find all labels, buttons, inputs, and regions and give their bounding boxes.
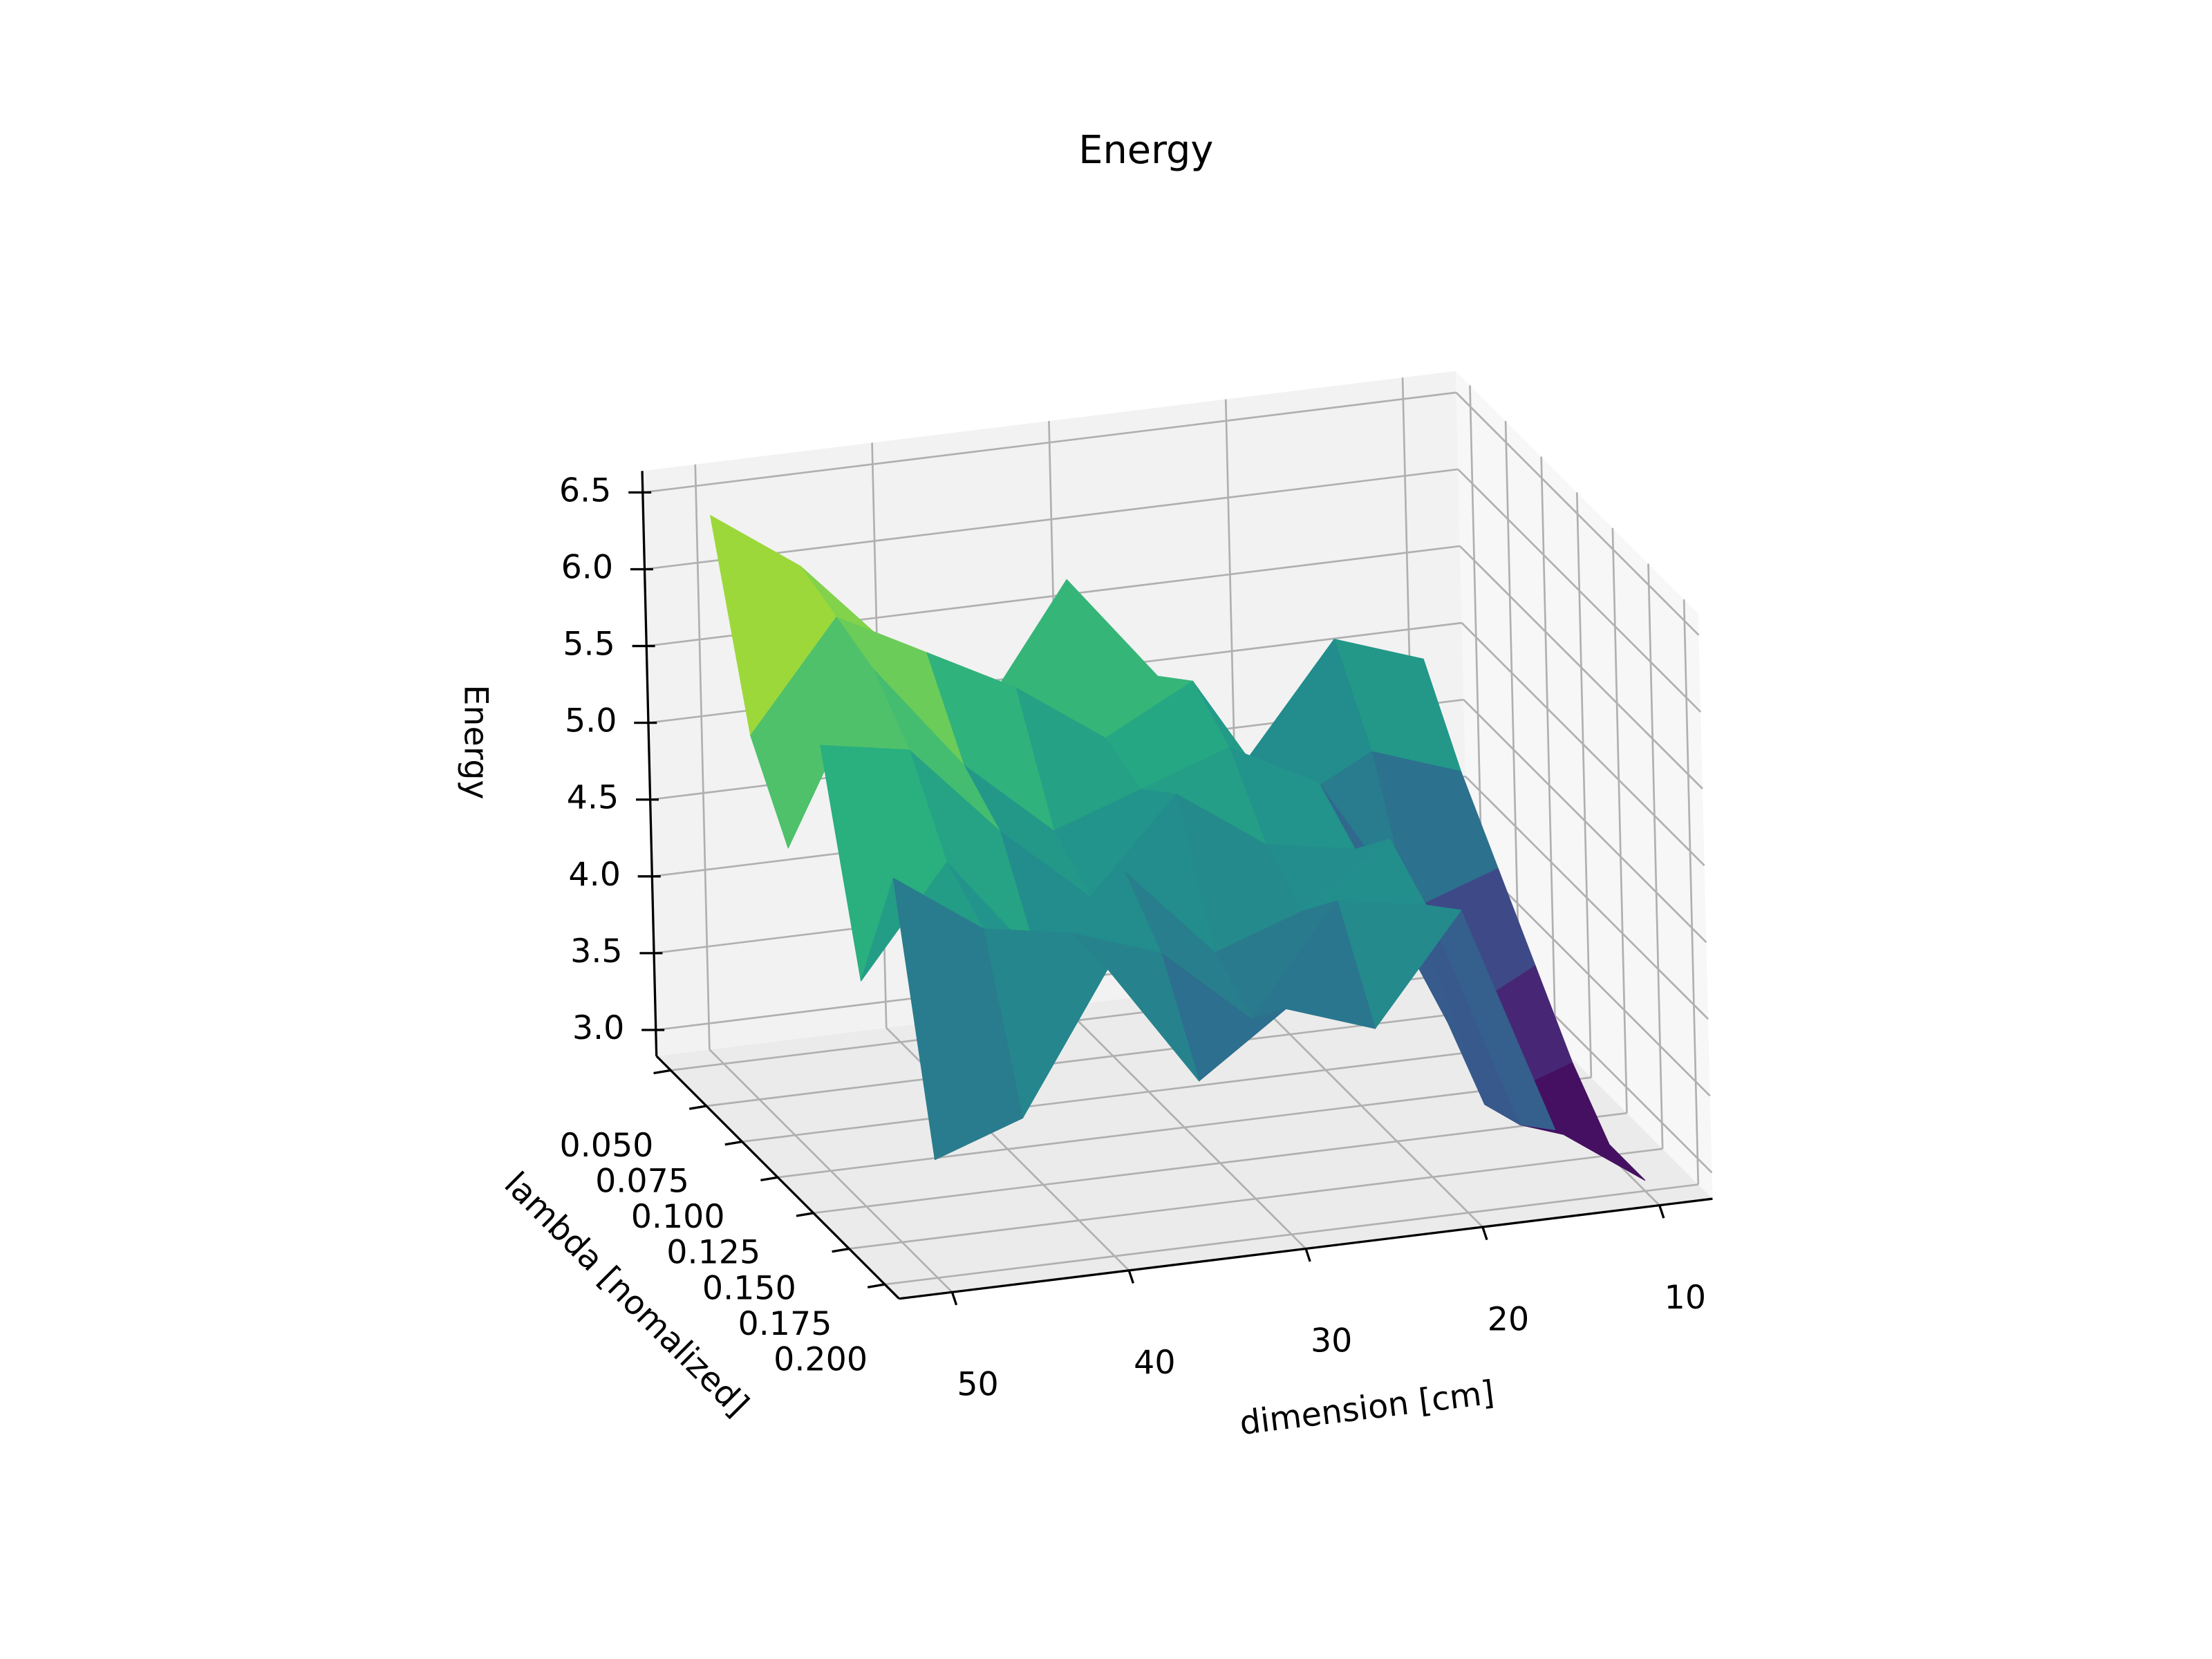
y-tick [867,1283,885,1288]
z-tick-label: 4.0 [568,856,621,894]
x-tick-label: 20 [1488,1300,1529,1338]
grid-line [642,391,1456,494]
z-tick-label: 4.5 [567,779,619,817]
x-tick [1304,1248,1311,1262]
x-tick [1481,1226,1488,1241]
grid-line [813,1112,1627,1215]
x-axis-line [899,1197,1713,1300]
y-tick [832,1247,850,1253]
x-tick [1127,1270,1134,1284]
x-tick-label: 50 [957,1366,998,1404]
grid-line [1465,776,1709,1020]
z-tick-label: 3.0 [572,1009,625,1047]
grid-line [706,1005,1520,1107]
y-tick-label: 0.125 [666,1234,760,1272]
y-tick-label: 0.175 [738,1305,832,1343]
x-tick-label: 30 [1311,1322,1352,1360]
y-tick-label: 0.150 [702,1269,796,1307]
grid-line [1455,391,1700,636]
x-tick [950,1291,958,1306]
y-tick [724,1140,742,1146]
z-tick-label: 6.0 [561,548,614,586]
grid-line [644,468,1459,570]
y-tick-label: 0.100 [631,1198,725,1236]
y-tick [760,1176,778,1181]
chart-title: Energy [1078,128,1213,173]
grid-line [1461,622,1705,867]
x-tick-label: 40 [1134,1344,1175,1382]
y-axis-line [655,1055,900,1300]
z-tick-label: 5.0 [565,702,617,740]
z-axis-title: Energy [456,684,494,799]
grid-line [849,1147,1663,1250]
y-tick-label: 0.050 [559,1127,653,1165]
z-axis-line [641,471,658,1056]
y-tick-label: 0.075 [595,1162,689,1200]
z-tick-label: 6.5 [559,471,612,509]
y-tick [796,1212,814,1217]
grid-line [1459,545,1703,789]
grid-line [884,1183,1698,1286]
surface-cell [892,877,1024,1161]
x-tick-label: 10 [1665,1279,1706,1317]
y-tick [688,1105,707,1110]
x-tick [1658,1205,1665,1219]
grid-line [1457,469,1702,713]
y-tick [653,1069,671,1075]
z-tick-label: 3.5 [570,932,623,971]
grid-line [777,1076,1592,1179]
z-tick-label: 5.5 [563,626,615,664]
x-axis-title: dimension [cm] [1237,1374,1496,1443]
y-tick-label: 0.200 [774,1341,868,1379]
grid-line [742,1040,1556,1143]
grid-line [1463,699,1707,944]
